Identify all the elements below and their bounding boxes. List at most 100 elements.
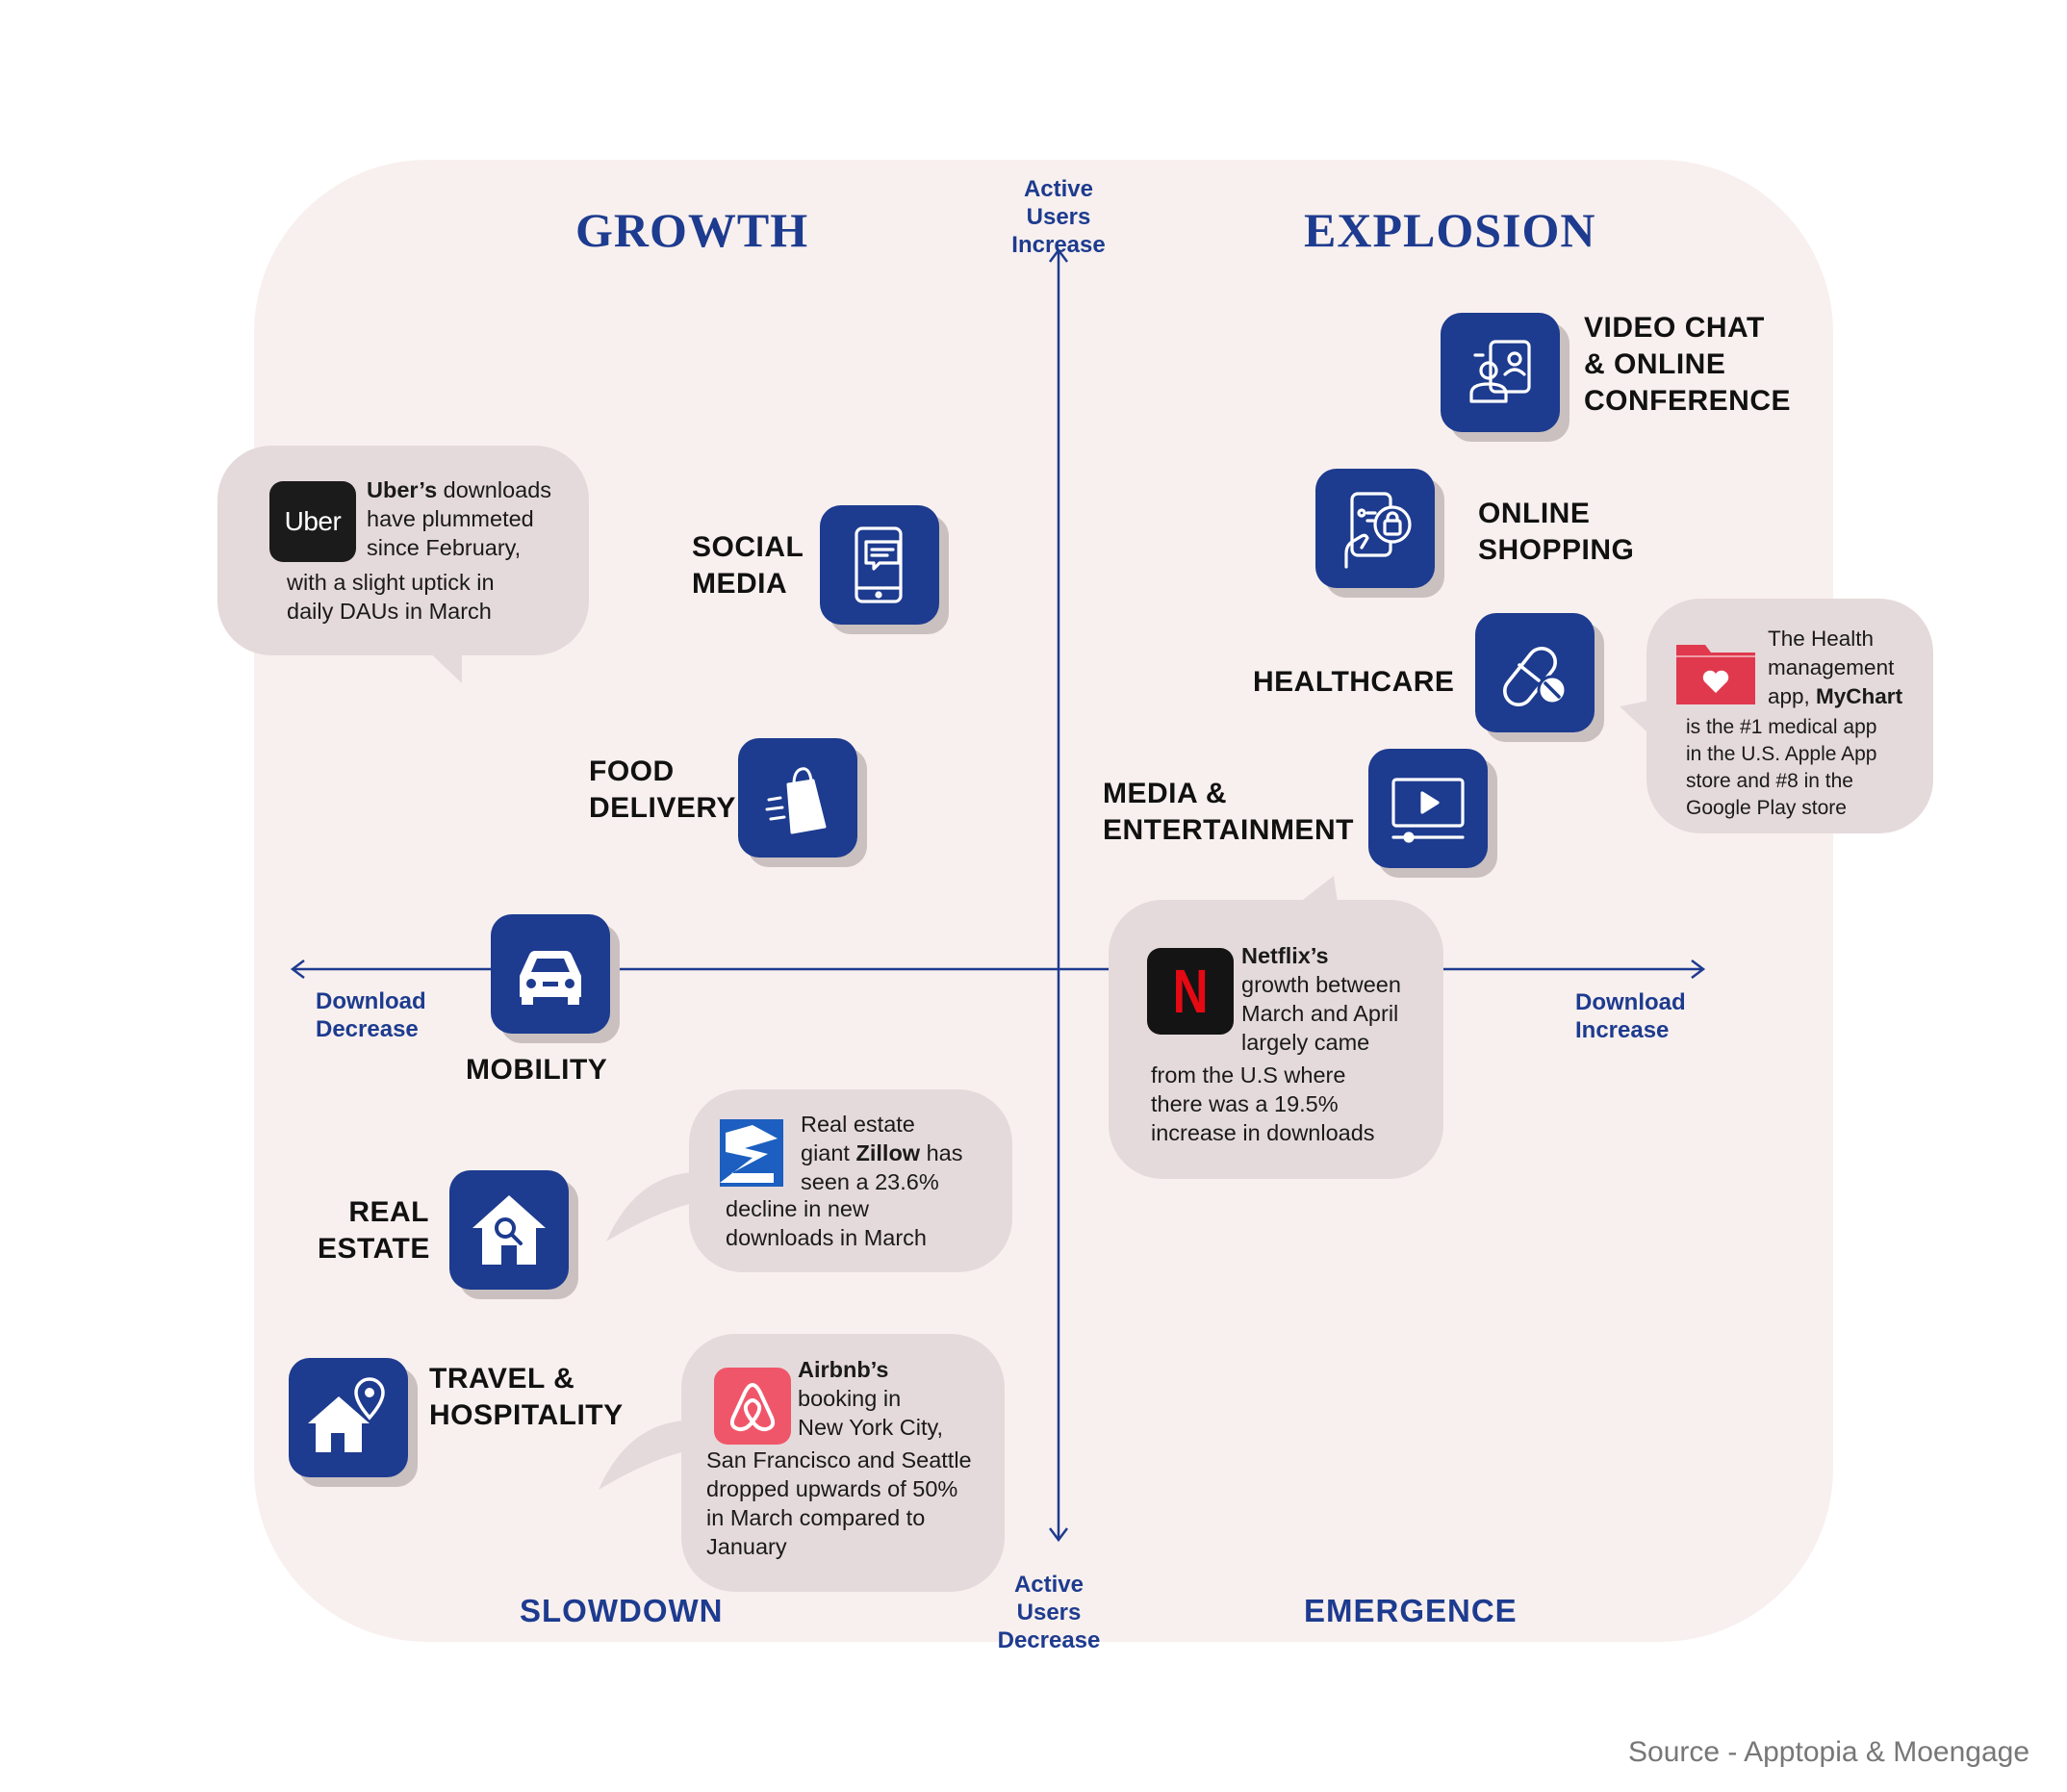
house-location-icon (308, 1377, 385, 1452)
category-label-social-media: SOCIAL MEDIA (692, 529, 804, 602)
airbnb-line: in March compared to (706, 1505, 926, 1530)
axis-label-bottom-line2: Decrease (997, 1627, 1101, 1653)
axis-label-bottom: Active Users Decrease (983, 1571, 1114, 1654)
real-estate-tile (449, 1170, 569, 1290)
netflix-line: there was a 19.5% (1151, 1091, 1339, 1116)
zillow-line2: giant Zillow has (801, 1139, 963, 1167)
uber-line1-rest: downloads (437, 477, 552, 502)
mychart-line: Google Play store (1686, 797, 1847, 819)
netflix-line: growth between (1241, 972, 1401, 997)
zillow-line: decline in new (726, 1196, 869, 1221)
category-label-online-shopping: ONLINE SHOPPING (1478, 496, 1634, 569)
category-label-mobility: MOBILITY (466, 1052, 607, 1088)
mychart-callout-tail (1620, 701, 1648, 733)
pill-icon (1503, 647, 1568, 706)
label-line: MOBILITY (466, 1054, 608, 1086)
mychart-callout-text-bottom: is the #1 medical app in the U.S. Apple … (1686, 714, 1876, 822)
down-arrow-head (1049, 1527, 1068, 1543)
netflix-line: increase in downloads (1151, 1120, 1375, 1145)
category-label-food-delivery: FOOD DELIVERY (589, 754, 736, 827)
axis-label-right: Download Increase (1575, 988, 1686, 1044)
label-line: SOCIAL (692, 531, 804, 563)
label-line: MEDIA (692, 568, 788, 600)
up-arrow-head (1049, 247, 1068, 263)
category-label-video-chat: VIDEO CHAT & ONLINE CONFERENCE (1584, 310, 1791, 420)
quadrant-title-explosion: EXPLOSION (1304, 203, 1596, 257)
netflix-logo-letter: N (1172, 957, 1209, 1026)
axis-label-left-line1: Download (316, 988, 426, 1014)
zillow-line: seen a 23.6% (801, 1169, 939, 1194)
axis-label-top: Active Users Increase (993, 175, 1124, 259)
mychart-callout-text-top: The Health management app, MyChart (1768, 625, 1902, 711)
media-tile (1368, 749, 1488, 868)
zillow-z-icon (720, 1119, 783, 1187)
zillow-callout-tail (606, 1172, 693, 1242)
mychart-logo (1674, 639, 1757, 706)
online-shopping-tile (1315, 469, 1435, 588)
mychart-line: The Health (1768, 627, 1875, 651)
phone-shopping-icon (1344, 492, 1412, 569)
netflix-logo: N (1147, 948, 1234, 1035)
source-credit: Source - Apptopia & Moengage (1628, 1736, 2029, 1768)
uber-callout-text-top: Uber’s downloads have plummeted since Fe… (367, 475, 551, 562)
netflix-callout-tail (1299, 876, 1338, 903)
folder-heart-icon (1676, 645, 1755, 704)
airbnb-callout-text-bottom: San Francisco and Seattle dropped upward… (706, 1446, 972, 1561)
axis-label-right-line2: Increase (1575, 1017, 1670, 1043)
video-chat-tile (1441, 313, 1560, 432)
quadrant-title-growth: GROWTH (575, 203, 809, 257)
label-line: HEALTHCARE (1253, 666, 1455, 698)
axis-label-top-line1: Active Users (1023, 176, 1094, 230)
uber-line1: Uber’s downloads (367, 475, 551, 504)
airbnb-line: dropped upwards of 50% (706, 1476, 958, 1501)
airbnb-line: January (706, 1534, 787, 1559)
uber-callout-tail (423, 647, 462, 683)
label-line: DELIVERY (589, 792, 736, 824)
travel-tile (289, 1358, 408, 1477)
uber-callout-text-bottom: with a slight uptick in daily DAUs in Ma… (287, 568, 495, 626)
label-line: ONLINE (1478, 498, 1591, 529)
house-search-icon (472, 1195, 546, 1265)
video-call-icon (1469, 340, 1531, 403)
food-delivery-tile (738, 738, 857, 858)
zillow-prefix: giant (801, 1140, 856, 1165)
right-arrow-head (1691, 960, 1706, 979)
label-line: VIDEO CHAT (1584, 312, 1765, 344)
uber-bold: Uber’s (367, 477, 438, 502)
label-line: CONFERENCE (1584, 385, 1792, 417)
mobility-tile (491, 914, 610, 1034)
axis-label-top-line2: Increase (1011, 232, 1106, 258)
mychart-app-prefix: app, (1768, 684, 1817, 708)
chart-background-panel (254, 160, 1833, 1642)
play-screen-icon (1391, 778, 1465, 843)
uber-logo-text: Uber (284, 506, 342, 536)
airbnb-bold: Airbnb’s (798, 1357, 889, 1382)
category-label-real-estate: REAL ESTATE (318, 1194, 429, 1267)
label-line: HOSPITALITY (429, 1399, 624, 1431)
label-line: REAL (348, 1196, 429, 1228)
airbnb-callout-text-top: Airbnb’s booking in New York City, (798, 1355, 943, 1442)
mychart-line: store and #8 in the (1686, 770, 1853, 792)
mychart-callout (1646, 599, 1933, 833)
airbnb-callout-tail (599, 1421, 685, 1490)
healthcare-tile (1475, 613, 1595, 732)
mychart-line: management (1768, 655, 1895, 679)
label-line: & ONLINE (1584, 348, 1726, 380)
axis-label-bottom-line1: Active Users (1013, 1572, 1085, 1626)
label-line: SHOPPING (1478, 534, 1635, 566)
category-label-healthcare: HEALTHCARE (1253, 664, 1454, 701)
mychart-line: in the U.S. Apple App (1686, 743, 1877, 765)
uber-logo: Uber (269, 481, 356, 562)
label-line: ENTERTAINMENT (1103, 814, 1354, 846)
netflix-callout-text-top: Netflix’s growth between March and April… (1241, 941, 1401, 1057)
netflix-callout-text-bottom: from the U.S where there was a 19.5% inc… (1151, 1061, 1375, 1147)
uber-line: since February, (367, 535, 522, 560)
axis-label-left: Download Decrease (316, 987, 426, 1043)
zillow-line: Real estate (801, 1112, 915, 1137)
zillow-line: downloads in March (726, 1225, 927, 1250)
zillow-callout-text-bottom: decline in new downloads in March (726, 1194, 927, 1252)
car-icon (520, 951, 581, 1005)
category-label-travel: TRAVEL & HOSPITALITY (429, 1361, 624, 1434)
left-arrow-head (290, 960, 305, 979)
